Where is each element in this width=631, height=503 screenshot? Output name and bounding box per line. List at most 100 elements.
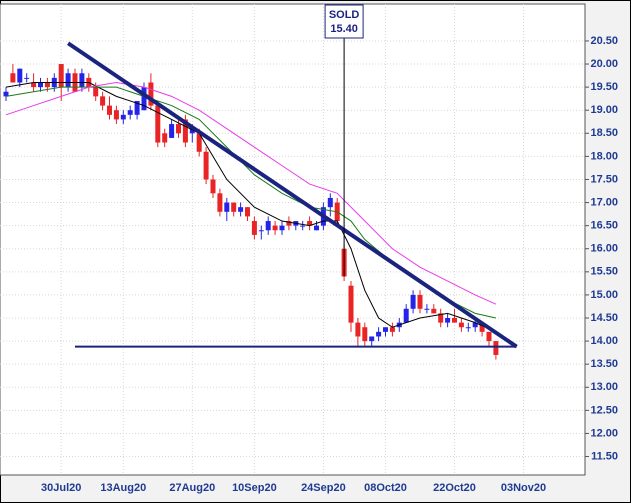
- candle-body: [251, 221, 257, 235]
- candle-body: [31, 82, 37, 88]
- y-tick-label: 18.00: [590, 150, 618, 162]
- annotation-box: [324, 4, 364, 39]
- candle-body: [127, 110, 133, 115]
- candle-body: [176, 124, 181, 134]
- candle-body: [210, 179, 216, 194]
- y-tick-label: 20.50: [590, 35, 618, 47]
- y-tick-label: 12.50: [590, 404, 618, 416]
- y-tick-label: 20.00: [590, 58, 618, 70]
- candle-body: [141, 87, 147, 111]
- candle-body: [479, 322, 485, 332]
- candle-body: [314, 225, 319, 231]
- candle-body: [10, 73, 16, 83]
- candle-body: [17, 68, 23, 83]
- candle-body: [79, 73, 85, 88]
- candle-body: [203, 151, 209, 180]
- candle-body: [155, 105, 161, 143]
- y-tick-label: 16.00: [590, 243, 618, 255]
- y-tick-label: 17.50: [590, 173, 618, 185]
- candle-body: [134, 100, 140, 115]
- candle-body: [327, 197, 333, 208]
- candle-body: [431, 308, 437, 314]
- x-tick-label: 10Sep20: [232, 482, 277, 494]
- candle-body: [458, 322, 464, 328]
- y-tick-label: 13.00: [590, 381, 618, 393]
- x-tick-label: 27Aug20: [169, 482, 215, 494]
- y-tick-label: 18.50: [590, 127, 618, 139]
- candle-body: [217, 193, 223, 212]
- candle-body: [348, 285, 354, 323]
- candle-body: [258, 230, 264, 232]
- y-tick-label: 16.50: [590, 220, 618, 232]
- candle-body: [445, 318, 451, 323]
- candle-body: [245, 207, 250, 217]
- y-tick-label: 14.50: [590, 312, 618, 324]
- candle-body: [307, 221, 313, 226]
- candle-body: [231, 202, 237, 212]
- candle-body: [224, 202, 230, 212]
- x-tick-label: 13Aug20: [100, 482, 146, 494]
- candle-body: [24, 77, 30, 79]
- candle-body: [196, 133, 202, 152]
- annotation-value: 15.40: [330, 23, 358, 35]
- candle-body: [286, 221, 292, 226]
- candle-body: [113, 110, 119, 120]
- candle-body: [189, 128, 195, 134]
- candle-body: [58, 64, 64, 88]
- candle-body: [369, 336, 375, 342]
- annotation-label: SOLD: [329, 9, 360, 21]
- candle-body: [44, 82, 50, 88]
- x-tick-label: 30Jul20: [41, 482, 81, 494]
- x-tick-label: 22Oct20: [433, 482, 476, 494]
- candle-body: [93, 87, 99, 97]
- y-tick-label: 12.00: [590, 427, 618, 439]
- moving-average: [5, 81, 497, 305]
- candle-body: [279, 225, 285, 231]
- candle-body: [162, 133, 168, 143]
- trend-line: [66, 41, 518, 349]
- candle-body: [169, 124, 175, 138]
- candle-body: [389, 327, 395, 332]
- candle-body: [65, 73, 71, 88]
- candle-body: [38, 82, 43, 88]
- candle-body: [182, 119, 188, 143]
- moving-average: [5, 82, 497, 333]
- y-tick-label: 19.50: [590, 81, 618, 93]
- candle-body: [410, 294, 416, 309]
- candle-body: [265, 221, 271, 231]
- candle-body: [493, 341, 499, 355]
- candle-body: [107, 105, 112, 115]
- candle-body: [238, 207, 244, 212]
- x-tick-label: 24Sep20: [301, 482, 346, 494]
- x-tick-label: 08Oct20: [364, 482, 407, 494]
- candle-body: [120, 114, 126, 120]
- y-tick-label: 19.00: [590, 104, 618, 116]
- candle-body: [472, 322, 478, 328]
- candle-body: [417, 294, 423, 309]
- y-tick-label: 15.50: [590, 266, 618, 278]
- x-tick-label: 03Nov20: [501, 482, 546, 494]
- candle-body: [452, 318, 457, 323]
- candle-body: [383, 327, 388, 332]
- y-tick-label: 11.50: [591, 450, 618, 462]
- candle-body: [486, 331, 492, 342]
- candle-body: [272, 225, 278, 231]
- candle-body: [148, 82, 154, 106]
- candle-body: [100, 96, 106, 106]
- plot-area: [0, 3, 586, 476]
- candle-body: [424, 308, 430, 310]
- candle-body: [438, 313, 444, 323]
- candle-body: [376, 331, 382, 337]
- y-tick-label: 14.00: [590, 335, 618, 347]
- candle-body: [300, 225, 306, 227]
- candle-body: [362, 327, 368, 342]
- candle-body: [355, 322, 361, 337]
- y-tick-label: 13.50: [590, 358, 618, 370]
- y-tick-label: 17.00: [590, 196, 618, 208]
- y-tick-label: 15.00: [590, 289, 618, 301]
- candle-body: [403, 308, 409, 323]
- candle-body: [465, 327, 471, 329]
- candle-body: [3, 91, 9, 97]
